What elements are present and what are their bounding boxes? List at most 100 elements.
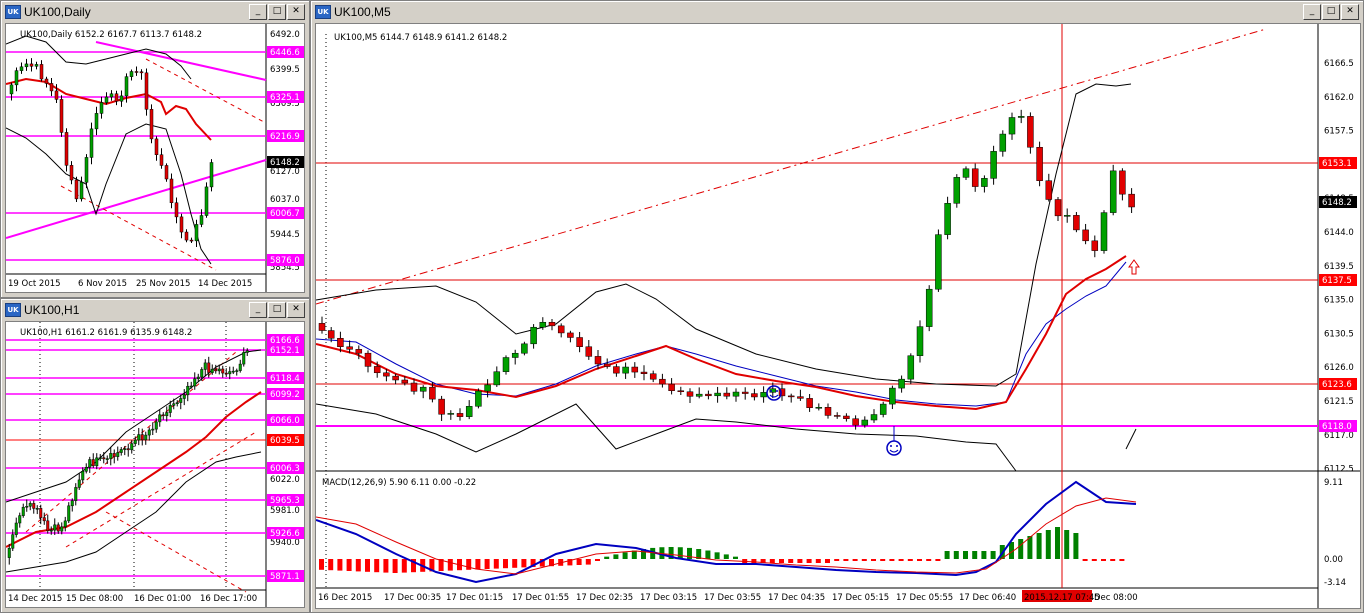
price-tick: 6037.0	[270, 195, 300, 205]
candle	[843, 415, 850, 419]
candle	[109, 453, 113, 459]
time-tick: 17 Dec 06:40	[959, 593, 1016, 603]
m5-chart[interactable]: UK100,M5 6144.7 6148.9 6141.2 6148.2	[315, 23, 1361, 609]
macd-bar	[871, 559, 876, 561]
macd-bar	[622, 552, 628, 559]
price-tick: 5940.0	[270, 538, 300, 548]
titlebar[interactable]: UK UK100,M5 _ □ ✕	[313, 3, 1361, 21]
macd-bar	[898, 559, 904, 561]
macd-bar	[1055, 527, 1060, 559]
candle	[19, 66, 24, 71]
candle	[54, 90, 59, 100]
titlebar[interactable]: UK UK100,Daily _ □ ✕	[3, 3, 307, 21]
candle	[161, 414, 165, 417]
candle	[165, 412, 169, 417]
macd-tick: -3.14	[1324, 578, 1346, 588]
candle	[139, 71, 144, 74]
candle	[419, 386, 427, 392]
candle	[169, 178, 174, 204]
daily-chart[interactable]: UK100,Daily 6152.2 6167.7 6113.7 6148.2 …	[5, 23, 305, 293]
macd-bar	[567, 559, 573, 566]
candle	[521, 343, 528, 354]
macd-bar	[1082, 559, 1088, 561]
price-tick: 6130.5	[1324, 329, 1354, 339]
candle	[18, 515, 22, 524]
maximize-button[interactable]: □	[1322, 4, 1340, 20]
minimize-button[interactable]: _	[249, 4, 267, 20]
price-tick: 6166.5	[1324, 59, 1354, 69]
price-label: 6066.0	[270, 416, 300, 426]
candle	[815, 407, 823, 409]
candle	[732, 391, 740, 397]
price-tick: 6117.0	[1324, 431, 1354, 441]
candle	[172, 403, 176, 406]
candle	[861, 419, 869, 426]
candle	[63, 520, 67, 528]
macd-bar	[1027, 536, 1033, 559]
candle	[410, 382, 418, 392]
window-uk100-m5[interactable]: UK UK100,M5 _ □ ✕ UK100,M5 6144.7 6148.9…	[310, 0, 1364, 613]
candle	[119, 95, 124, 102]
candle	[151, 428, 155, 431]
candle	[25, 506, 29, 508]
candle	[1027, 116, 1034, 148]
macd-bar	[723, 554, 729, 559]
candle	[64, 132, 69, 166]
macd-bar	[806, 559, 812, 563]
crosshair-time-label: 2015.12.17 07:45	[1024, 593, 1100, 603]
candle	[35, 508, 39, 510]
price-label: 6152.1	[270, 346, 300, 356]
candle	[981, 178, 988, 187]
candle	[59, 99, 64, 133]
symbol-info: UK100,Daily 6152.2 6167.7 6113.7 6148.2	[20, 30, 202, 40]
candle	[154, 138, 159, 155]
candle	[484, 384, 491, 392]
candle	[723, 392, 731, 397]
macd-bar	[429, 559, 435, 572]
macd-bar	[705, 550, 711, 559]
candle	[594, 356, 602, 365]
candle	[548, 321, 556, 327]
candle	[112, 453, 116, 457]
macd-bar	[714, 552, 720, 559]
candle	[194, 224, 199, 242]
candle	[164, 165, 169, 180]
macd-bar	[613, 554, 619, 559]
candle	[91, 459, 95, 467]
price-tick: 5944.5	[270, 230, 300, 240]
minimize-button[interactable]: _	[249, 302, 267, 318]
time-tick: Dec 08:00	[1094, 593, 1138, 603]
price-tick: 6309.5	[270, 99, 300, 109]
window-uk100-h1[interactable]: UK UK100,H1 _ □ ✕ UK100,H1 6161.2 6161.9…	[0, 298, 310, 613]
candle	[11, 534, 15, 549]
price-tick: 6127.0	[270, 167, 300, 177]
candle	[149, 109, 154, 140]
candle	[94, 113, 99, 130]
candle	[137, 434, 141, 441]
candle	[1017, 116, 1025, 118]
macd-bar	[1101, 559, 1106, 561]
minimize-button[interactable]: _	[1303, 4, 1321, 20]
candle	[56, 524, 60, 532]
macd-bar	[539, 559, 545, 567]
time-tick: 17 Dec 02:35	[576, 593, 633, 603]
close-button[interactable]: ✕	[287, 302, 305, 318]
macd-bar	[530, 559, 536, 567]
candle	[659, 378, 666, 385]
titlebar[interactable]: UK UK100,H1 _ □ ✕	[3, 301, 307, 319]
macd-bar	[549, 559, 554, 567]
close-button[interactable]: ✕	[1341, 4, 1359, 20]
h1-chart[interactable]: UK100,H1 6161.2 6161.9 6135.9 6148.2 602…	[5, 321, 305, 608]
candle	[392, 375, 399, 381]
macd-bar	[834, 559, 840, 561]
macd-bar	[1119, 559, 1125, 561]
maximize-button[interactable]: □	[268, 4, 286, 20]
candle	[116, 452, 120, 457]
macd-bar	[843, 559, 849, 561]
maximize-button[interactable]: □	[268, 302, 286, 318]
candle	[79, 182, 84, 200]
window-uk100-daily[interactable]: UK UK100,Daily _ □ ✕ UK100,Daily 6152.2 …	[0, 0, 310, 298]
close-button[interactable]: ✕	[287, 4, 305, 20]
candle	[144, 72, 149, 110]
macd-bar	[365, 559, 370, 572]
